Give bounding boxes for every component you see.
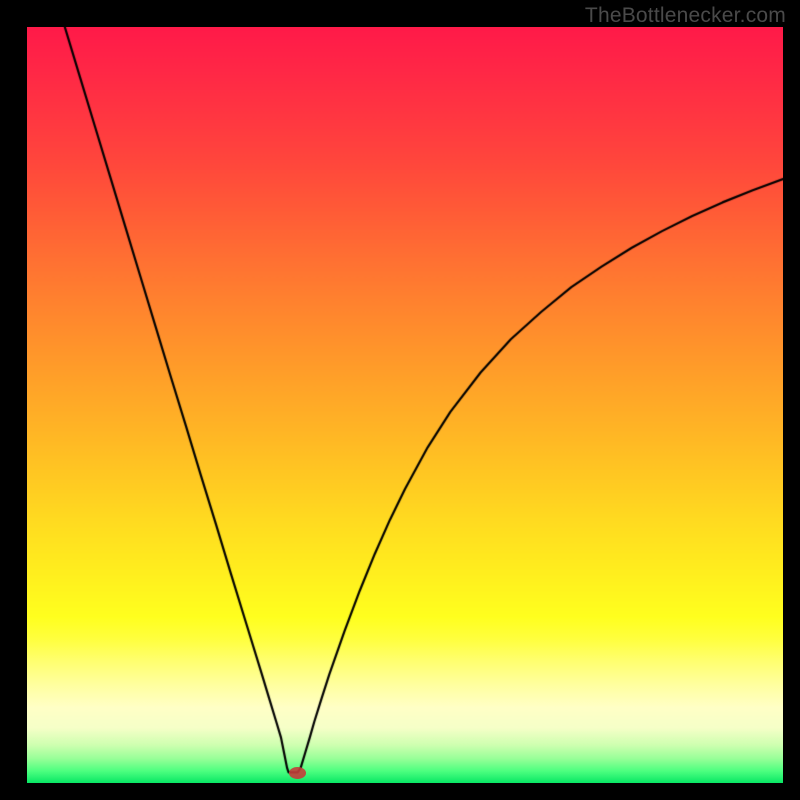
plot-area: [27, 27, 783, 783]
watermark-text: TheBottlenecker.com: [585, 4, 786, 28]
bottleneck-curve: [27, 27, 783, 783]
